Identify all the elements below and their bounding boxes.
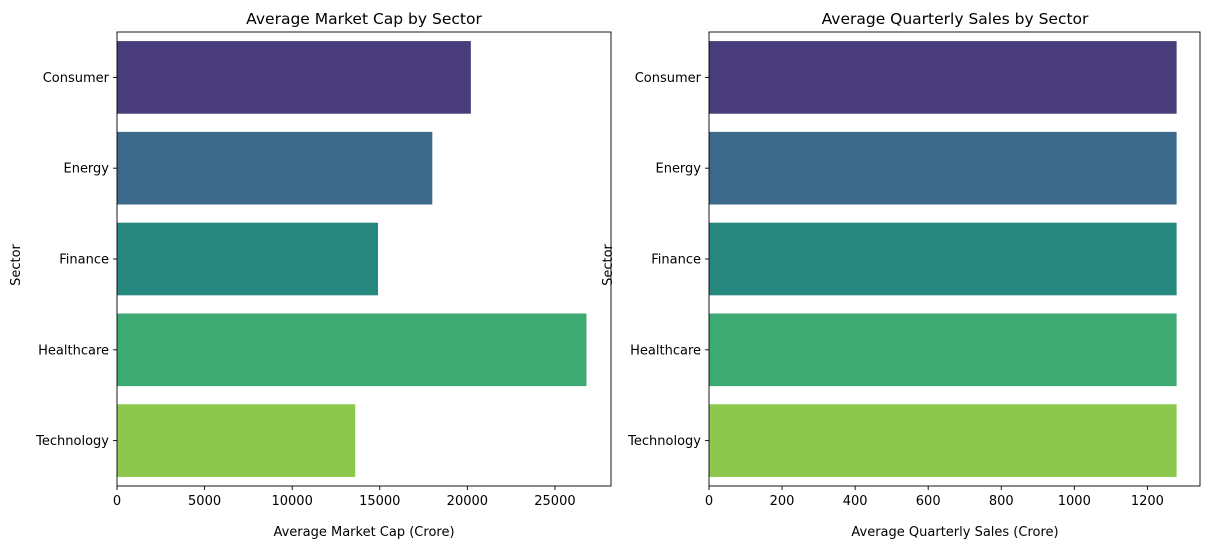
bar-healthcare (709, 313, 1177, 387)
x-tick-label: 10000 (271, 494, 312, 509)
y-tick-label: Technology (35, 434, 109, 449)
y-tick-label: Energy (63, 162, 109, 177)
y-tick-label: Consumer (635, 71, 702, 86)
x-tick-label: 0 (113, 494, 121, 509)
bar-finance (709, 222, 1177, 296)
x-axis-label: Average Market Cap (Crore) (273, 525, 454, 540)
chart-title: Average Market Cap by Sector (246, 10, 482, 28)
x-tick-label: 20000 (447, 494, 488, 509)
y-axis-label: Sector (601, 243, 616, 285)
x-tick-label: 15000 (359, 494, 400, 509)
x-tick-label: 600 (916, 494, 941, 509)
bar-energy (709, 131, 1177, 205)
chart-title: Average Quarterly Sales by Sector (822, 10, 1089, 28)
bar-energy (117, 131, 433, 205)
y-tick-label: Technology (627, 434, 701, 449)
x-tick-label: 800 (989, 494, 1014, 509)
bar-technology (117, 404, 356, 477)
x-tick-label: 5000 (188, 494, 221, 509)
bar-technology (709, 404, 1177, 477)
bar-consumer (709, 41, 1177, 114)
quarterly-sales-chart: Average Quarterly Sales by Sector Averag… (601, 10, 1201, 540)
y-tick-label: Finance (651, 253, 701, 268)
x-tick-label: 1200 (1131, 494, 1164, 509)
x-tick-label: 0 (705, 494, 713, 509)
x-axis-label: Average Quarterly Sales (Crore) (851, 525, 1058, 540)
bar-consumer (117, 41, 471, 114)
x-tick-label: 25000 (534, 494, 575, 509)
y-tick-label: Consumer (43, 71, 110, 86)
x-tick-label: 1000 (1058, 494, 1091, 509)
x-tick-label: 400 (843, 494, 868, 509)
x-tick-label: 200 (770, 494, 795, 509)
market-cap-chart: Average Market Cap by Sector Average Mar… (9, 10, 612, 540)
bar-healthcare (117, 313, 587, 387)
y-axis-label: Sector (9, 243, 24, 285)
y-tick-label: Finance (59, 253, 109, 268)
bar-finance (117, 222, 379, 296)
y-tick-label: Energy (655, 162, 701, 177)
y-tick-label: Healthcare (38, 343, 109, 358)
y-tick-label: Healthcare (630, 343, 701, 358)
